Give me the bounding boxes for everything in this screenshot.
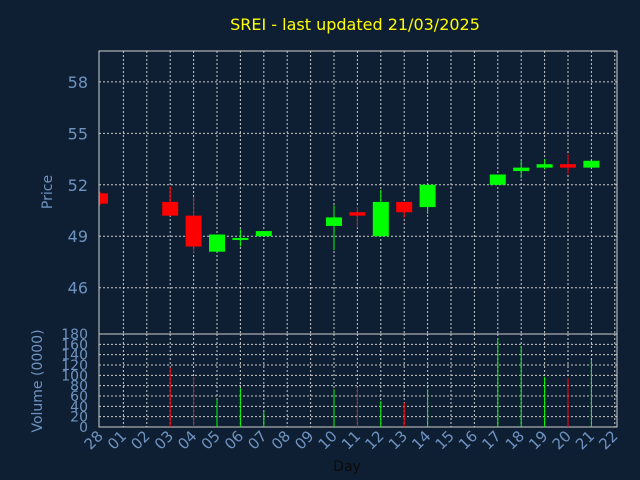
candle-body bbox=[560, 164, 576, 168]
price-tick-label: 52 bbox=[68, 176, 88, 195]
chart-title: SREI - last updated 21/03/2025 bbox=[230, 15, 480, 34]
volume-tick-label: 120 bbox=[61, 358, 88, 374]
day-tick-label: 14 bbox=[408, 427, 434, 453]
candle-body bbox=[209, 234, 225, 252]
candle-body bbox=[489, 174, 506, 185]
candle-body bbox=[162, 201, 179, 216]
volume-tick-label: 140 bbox=[61, 348, 88, 364]
candle-body bbox=[100, 193, 108, 204]
candle-body bbox=[326, 217, 342, 226]
price-axis-label: Price bbox=[40, 175, 56, 209]
volume-tick-label: 0 bbox=[79, 420, 88, 436]
day-tick-label: 07 bbox=[244, 427, 270, 453]
day-tick-label: 01 bbox=[104, 427, 130, 453]
volume-tick-label: 20 bbox=[70, 410, 88, 426]
volume-tick-label: 60 bbox=[70, 389, 88, 405]
day-tick-label: 02 bbox=[127, 427, 153, 453]
day-tick-label: 08 bbox=[268, 427, 294, 453]
day-tick-label: 20 bbox=[549, 427, 575, 453]
day-tick-label: 15 bbox=[432, 427, 458, 453]
candle-body bbox=[513, 167, 530, 172]
volume-tick-label: 40 bbox=[70, 399, 88, 415]
volume-panel-frame bbox=[98, 333, 618, 428]
day-tick-label: 21 bbox=[572, 427, 598, 453]
day-tick-label: 22 bbox=[595, 427, 621, 453]
day-axis-ticks: 2801020304050607080910111213141516171819… bbox=[81, 427, 622, 453]
candle-body bbox=[419, 184, 436, 208]
day-tick-label: 18 bbox=[502, 427, 528, 453]
day-tick-label: 19 bbox=[525, 427, 551, 453]
day-tick-label: 09 bbox=[291, 427, 317, 453]
day-tick-label: 16 bbox=[455, 427, 481, 453]
candle-body bbox=[185, 215, 202, 247]
volume-tick-label: 160 bbox=[61, 337, 88, 353]
day-tick-label: 13 bbox=[385, 427, 411, 453]
volume-tick-label: 180 bbox=[61, 327, 88, 343]
volume-tick-label: 100 bbox=[61, 368, 88, 384]
price-tick-label: 49 bbox=[68, 227, 88, 246]
day-tick-label: 04 bbox=[174, 427, 200, 453]
candle-body bbox=[583, 160, 600, 168]
day-tick-label: 17 bbox=[478, 427, 504, 453]
day-tick-label: 12 bbox=[361, 427, 387, 453]
volume-bars bbox=[169, 338, 592, 427]
day-tick-label: 10 bbox=[315, 427, 341, 453]
price-tick-label: 55 bbox=[68, 124, 88, 143]
day-tick-label: 06 bbox=[221, 427, 247, 453]
day-tick-label: 11 bbox=[338, 427, 364, 453]
candle-body bbox=[536, 164, 553, 168]
price-tick-label: 46 bbox=[68, 279, 88, 298]
volume-tick-label: 80 bbox=[70, 379, 88, 395]
day-axis-label: Day bbox=[333, 459, 361, 475]
day-tick-label: 05 bbox=[198, 427, 224, 453]
volume-axis-label: Volume (0000) bbox=[30, 329, 46, 432]
candle-body bbox=[372, 201, 389, 237]
candle-body bbox=[232, 237, 249, 240]
price-candles bbox=[99, 153, 600, 254]
day-tick-label: 03 bbox=[151, 427, 177, 453]
price-panel-frame bbox=[98, 50, 618, 335]
candle-body bbox=[255, 231, 272, 237]
candle-body bbox=[349, 212, 366, 216]
candle-body bbox=[396, 201, 413, 213]
price-axis-ticks: 58 55 52 49 46 bbox=[68, 73, 88, 298]
price-tick-label: 58 bbox=[68, 73, 88, 92]
